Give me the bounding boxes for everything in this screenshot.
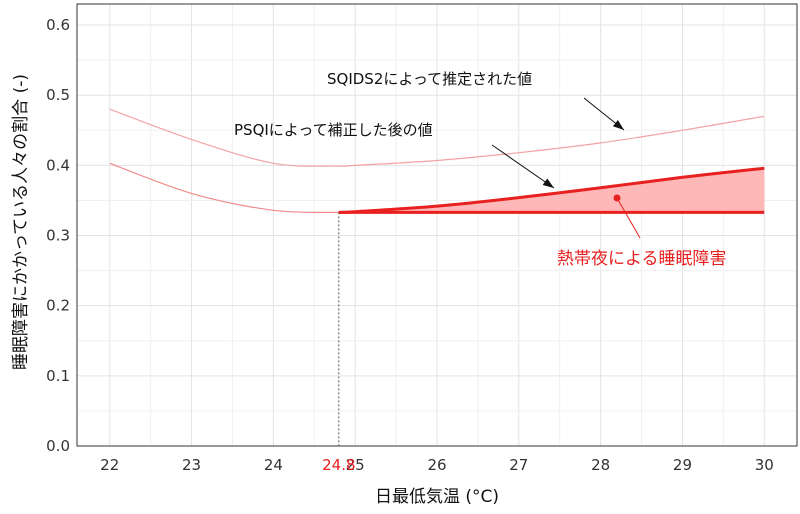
x-tick-label: 22 [100,456,119,474]
x-tick-label: 30 [755,456,774,474]
psqi-arrow-head [542,178,554,188]
y-tick-label: 0.6 [46,16,70,34]
x-axis-ticks: 22 23 24 25 26 27 28 29 30 24.8 [100,456,774,474]
x-tick-label: 28 [591,456,610,474]
x-axis-label: 日最低気温 (°C) [375,487,499,507]
y-tick-label: 0.4 [46,156,70,174]
fill-annotation-leader [616,197,641,239]
tropical-night-fill-area [338,168,765,213]
y-axis-ticks: 0.0 0.1 0.2 0.3 0.4 0.5 0.6 [46,16,70,455]
sqids2-annotation-label: SQIDS2によって推定された値 [327,70,532,88]
x-tick-label: 24 [264,456,283,474]
series-line-sqids2 [109,108,765,167]
y-tick-label: 0.3 [46,227,70,245]
threshold-tick-label: 24.8 [322,456,355,474]
y-tick-label: 0.0 [46,437,70,455]
psqi-annotation-arrow [491,144,555,189]
y-tick-label: 0.1 [46,367,70,385]
psqi-annotation-label: PSQIによって補正した後の値 [234,121,433,139]
y-tick-label: 0.2 [46,297,70,315]
y-tick-label: 0.5 [46,86,70,104]
sqids2-arrow-head [612,120,624,130]
x-tick-label: 27 [509,456,528,474]
x-tick-label: 26 [427,456,446,474]
x-tick-label: 25 [346,456,365,474]
x-tick-label: 23 [182,456,201,474]
plot-frame [76,3,798,447]
y-axis-label: 睡眠障害にかかっている人々の割合 (-) [11,74,31,370]
fill-annotation-label: 熱帯夜による睡眠障害 [557,249,727,269]
x-tick-label: 29 [673,456,692,474]
